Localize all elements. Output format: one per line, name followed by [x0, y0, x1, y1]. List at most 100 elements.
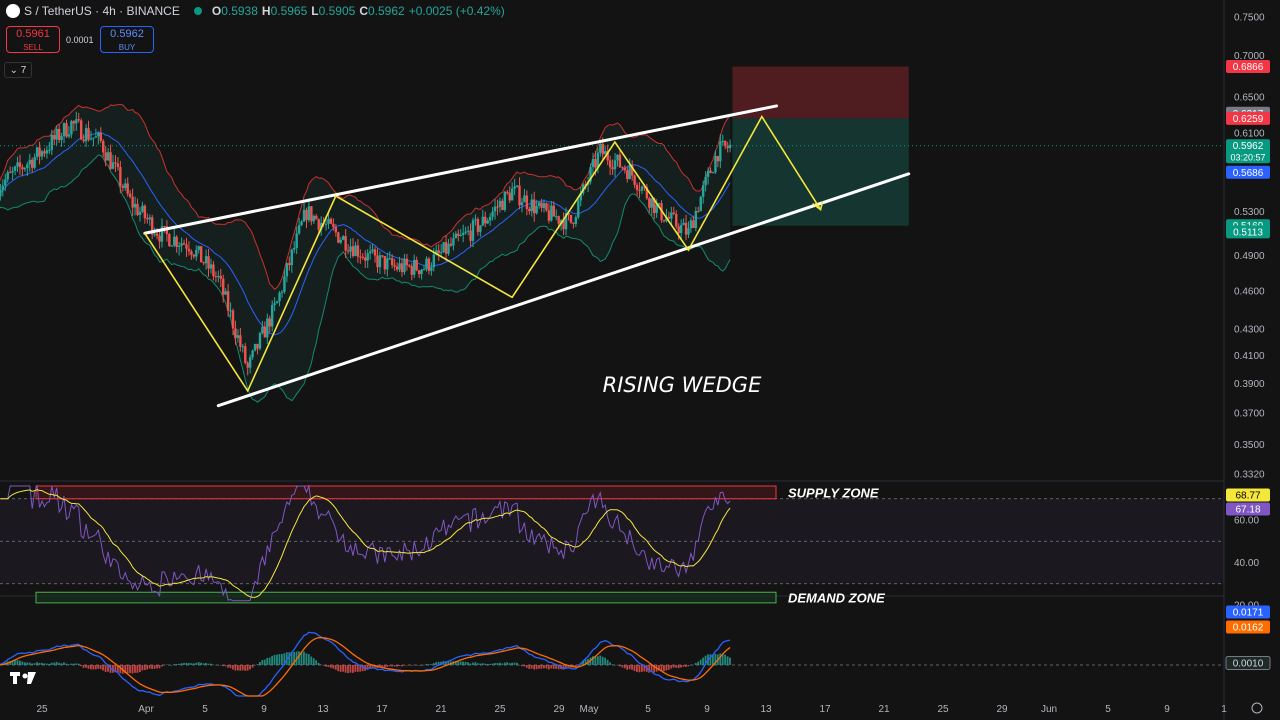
macd-histogram-bar — [393, 665, 396, 667]
buy-button[interactable]: 0.5962 BUY — [100, 26, 154, 53]
candle-body — [114, 162, 117, 164]
candle-body — [640, 186, 644, 191]
candle-body — [273, 303, 276, 305]
macd-histogram-bar — [648, 665, 651, 673]
macd-histogram-bar — [653, 665, 656, 673]
candle-body — [430, 267, 433, 271]
macd-histogram-bar — [300, 651, 303, 665]
candle-body — [684, 222, 688, 235]
candle-body — [557, 216, 560, 224]
macd-histogram-bar — [623, 665, 626, 669]
candle-body — [697, 211, 700, 213]
candle-body — [420, 269, 423, 275]
candle-body — [371, 249, 374, 252]
macd-histogram-bar — [462, 661, 465, 665]
macd-histogram-bar — [709, 654, 712, 665]
macd-histogram-bar — [89, 665, 92, 670]
macd-histogram-bar — [26, 662, 29, 665]
candle-body — [359, 256, 362, 258]
macd-histogram-bar — [136, 665, 139, 673]
candle-body — [72, 121, 76, 124]
macd-histogram-bar — [347, 665, 349, 674]
rsi-axis-label — [1226, 488, 1270, 502]
macd-histogram-bar — [631, 665, 633, 670]
macd-histogram-bar — [305, 653, 308, 665]
macd-histogram-bar — [65, 663, 68, 665]
symbol-title[interactable]: S / TetherUS · 4h · BINANCE — [24, 4, 180, 18]
settings-gear-icon[interactable] — [1251, 702, 1263, 714]
candle-body — [97, 132, 100, 137]
macd-histogram-bar — [131, 665, 134, 674]
macd-histogram-bar — [241, 665, 244, 671]
macd-histogram-bar — [599, 655, 602, 665]
candle-body — [300, 221, 303, 226]
macd-histogram-bar — [175, 664, 178, 665]
candle-body — [491, 211, 494, 217]
macd-histogram-bar — [516, 662, 518, 665]
ohlc-low-key: L — [311, 4, 319, 18]
demand-zone — [35, 591, 777, 604]
macd-histogram-bar — [168, 664, 171, 666]
macd-histogram-bar — [276, 654, 278, 665]
candle-body — [246, 362, 249, 368]
macd-histogram-bar — [680, 665, 682, 668]
macd-histogram-bar — [574, 665, 577, 667]
sell-button[interactable]: 0.5961 SELL — [6, 26, 60, 53]
indicator-collapse-button[interactable]: ⌄ 7 — [4, 62, 32, 78]
macd-histogram-bar — [104, 665, 107, 672]
wedge-lower-trendline — [216, 172, 911, 408]
candle-body — [706, 170, 710, 177]
macd-histogram-bar — [577, 664, 580, 666]
macd-histogram-bar — [288, 652, 291, 665]
macd-histogram-bar — [386, 665, 389, 667]
macd-histogram-bar — [38, 662, 41, 665]
macd-histogram-bar — [486, 663, 489, 665]
candle-body — [606, 151, 609, 161]
candle-body — [390, 258, 394, 266]
macd-histogram-bar — [116, 665, 119, 672]
candle-body — [709, 170, 712, 173]
candle-body — [395, 266, 399, 270]
macd-histogram-bar — [371, 665, 374, 668]
macd-histogram-bar — [400, 665, 403, 667]
candle-body — [577, 200, 580, 218]
candle-body — [719, 141, 722, 162]
candle-body — [594, 158, 597, 168]
macd-histogram-bar — [63, 662, 65, 665]
macd-histogram-bar — [626, 665, 629, 670]
macd-histogram-bar — [55, 661, 58, 665]
macd-histogram-bar — [334, 665, 337, 670]
candle-body — [50, 135, 54, 150]
macd-histogram-bar — [594, 656, 597, 665]
macd-histogram-bar — [344, 665, 347, 673]
macd-histogram-bar — [481, 663, 484, 665]
candle-body — [378, 255, 382, 268]
candle-body — [119, 167, 122, 186]
candle-body — [555, 216, 558, 218]
candle-body — [547, 210, 551, 221]
candle-body — [381, 255, 384, 257]
candle-body — [471, 220, 475, 241]
candle-body — [643, 186, 646, 188]
macd-histogram-bar — [650, 665, 653, 672]
candle-body — [111, 162, 115, 169]
macd-histogram-bar — [268, 657, 271, 665]
candle-body — [104, 152, 107, 161]
macd-histogram-bar — [280, 654, 283, 665]
macd-histogram-bar — [293, 651, 296, 665]
supply-zone — [35, 485, 777, 500]
candle-body — [11, 170, 14, 173]
macd-histogram-bar — [591, 656, 594, 665]
candle-body — [202, 262, 205, 264]
candle-body — [672, 212, 676, 214]
candle-body — [476, 219, 480, 232]
candle-body — [626, 170, 629, 180]
candle-body — [0, 189, 2, 197]
macd-histogram-bar — [195, 662, 198, 665]
macd-histogram-bar — [547, 665, 550, 670]
candle-body — [432, 254, 436, 268]
macd-histogram-bar — [205, 662, 207, 665]
price-tick-label: 0.3700 — [1234, 409, 1265, 420]
macd-histogram-bar — [614, 664, 616, 666]
